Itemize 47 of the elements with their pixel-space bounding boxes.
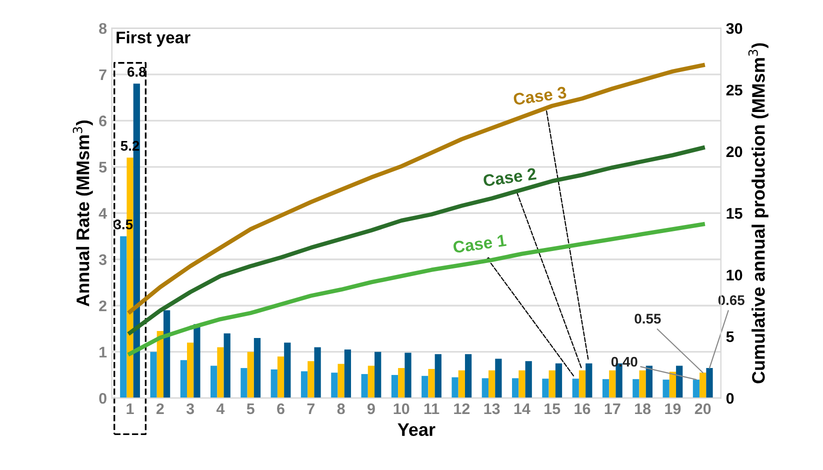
x-tick-label: 15 bbox=[544, 404, 560, 414]
y-tick-label: 5 bbox=[99, 162, 107, 173]
x-tick-label: 19 bbox=[665, 403, 681, 414]
y2-tick-label: 15 bbox=[726, 208, 742, 219]
text: Case 2 bbox=[482, 168, 536, 187]
x-tick-label: 17 bbox=[604, 404, 620, 414]
x-tick-label: 10 bbox=[394, 403, 410, 414]
x-tick-label: 16 bbox=[574, 403, 590, 414]
x-tick-label: 18 bbox=[635, 403, 651, 414]
x-tick-label: 7 bbox=[307, 404, 314, 414]
x-tick-label: 3 bbox=[186, 403, 194, 414]
x-tick-label: 5 bbox=[246, 404, 254, 414]
y-tick-label: 4 bbox=[98, 208, 107, 219]
x-tick-label: 1 bbox=[126, 404, 134, 414]
x-tick-label: 12 bbox=[454, 403, 470, 414]
data-label: 0.40 bbox=[611, 356, 638, 367]
x-tick-label: 6 bbox=[277, 403, 284, 414]
y2-tick-label: 20 bbox=[726, 146, 742, 158]
x-tick-label: 2 bbox=[156, 403, 164, 414]
data-label: 0.55 bbox=[634, 314, 661, 324]
x-tick-label: 13 bbox=[484, 403, 500, 414]
y-axis-title: Annual Rate (MMsm$^{3}$) bbox=[72, 120, 93, 306]
y2-tick-label: 0 bbox=[726, 392, 734, 404]
x-tick-label: 9 bbox=[367, 403, 375, 414]
x-tick-label: 20 bbox=[694, 403, 711, 414]
y2-axis-title: Cumulative annual production (MMsm$^{3}$) bbox=[748, 43, 768, 384]
x-tick-label: 14 bbox=[514, 404, 530, 414]
annotation: First year bbox=[116, 31, 190, 47]
x-tick-label: 4 bbox=[216, 404, 225, 414]
y2-tick-label: 5 bbox=[726, 331, 734, 342]
y-tick-label: 0 bbox=[99, 392, 106, 404]
data-label: 0.65 bbox=[718, 295, 744, 306]
text: Case 3 bbox=[513, 86, 567, 106]
y-tick-label: 2 bbox=[99, 300, 106, 312]
y2-tick-label: 30 bbox=[726, 23, 742, 34]
x-tick-label: 11 bbox=[424, 404, 440, 414]
y-tick-label: 3 bbox=[98, 254, 107, 266]
y-tick-label: 8 bbox=[99, 23, 107, 34]
y2-tick-label: 25 bbox=[726, 84, 742, 96]
y-tick-label: 6 bbox=[99, 116, 107, 126]
x-tick-label: 8 bbox=[337, 403, 345, 414]
text: Case 1 bbox=[452, 234, 507, 254]
data-label: 6.8 bbox=[128, 66, 146, 77]
y2-tick-label: 10 bbox=[726, 270, 742, 280]
y-tick-label: 7 bbox=[99, 69, 106, 80]
x-axis-title: Year bbox=[398, 423, 436, 436]
y-tick-label: 1 bbox=[100, 346, 107, 358]
